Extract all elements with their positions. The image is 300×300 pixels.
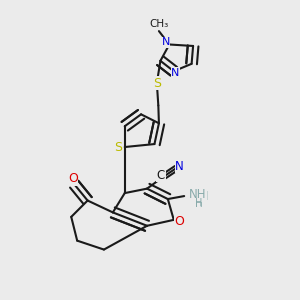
Text: NH: NH — [192, 190, 209, 202]
Text: N: N — [162, 37, 170, 47]
Text: S: S — [114, 140, 122, 154]
Text: O: O — [174, 215, 184, 228]
Text: NH: NH — [189, 188, 206, 201]
Text: N: N — [175, 160, 184, 173]
Text: O: O — [68, 172, 78, 185]
Text: S: S — [153, 76, 161, 90]
Text: C: C — [157, 169, 165, 182]
Text: N: N — [171, 68, 179, 78]
Text: CH₃: CH₃ — [149, 19, 169, 29]
Text: H: H — [195, 198, 202, 208]
Text: H: H — [195, 200, 203, 209]
